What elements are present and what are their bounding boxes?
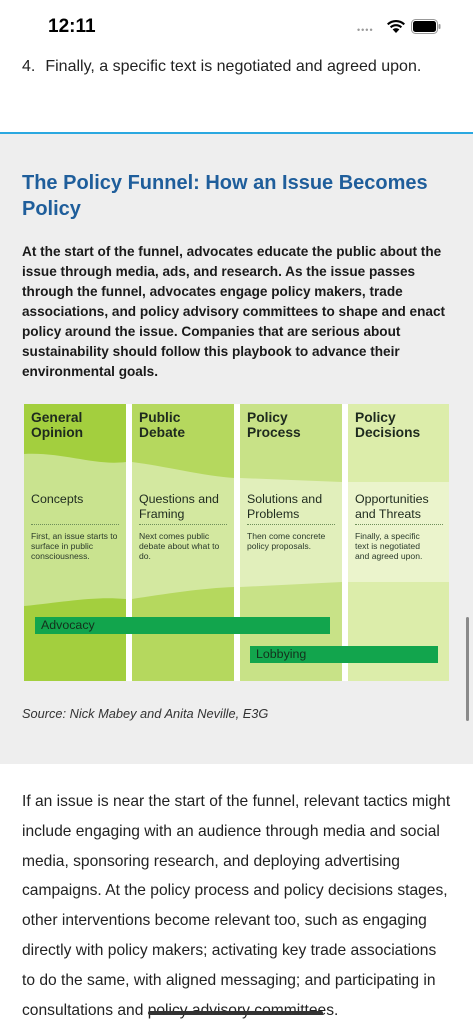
column-subheading: Questions and Framing [139,492,219,521]
funnel-column-policy-decisions: Policy Decisions Opportunities and Threa… [348,404,450,681]
funnel-column-policy-process: Policy Process Solutions and Problems Th… [240,404,342,681]
column-heading: Policy Decisions [355,410,421,440]
cellular-signal-icon: •••• [357,25,374,35]
source-caption: Source: Nick Mabey and Anita Neville, E3… [22,706,269,721]
policy-funnel-callout: The Policy Funnel: How an Issue Becomes … [0,134,473,764]
advocacy-label: Advocacy [41,618,95,632]
status-bar: 12:11 •••• [0,0,473,52]
body-paragraph: If an issue is near the start of the fun… [22,793,451,1019]
policy-funnel-diagram: General Opinion Concepts First, an issue… [24,404,449,681]
column-heading: Public Debate [139,410,186,440]
advocacy-bar: Advocacy [35,617,330,634]
column-divider [139,524,227,525]
column-description: Next comes public debate about what to d… [139,531,220,561]
list-item-number: 4. [22,58,36,75]
column-heading: Policy Process [247,410,301,440]
column-description: Finally, a specific text is negotiated a… [355,531,423,561]
status-time: 12:11 [48,16,96,37]
lobbying-label: Lobbying [256,647,307,661]
column-heading: General Opinion [31,410,84,440]
column-subheading: Solutions and Problems [247,492,323,521]
column-description: First, an issue starts to surface in pub… [31,531,118,561]
list-item-text: Finally, a specific text is negotiated a… [45,58,422,75]
column-divider [355,524,443,525]
funnel-column-public-debate: Public Debate Questions and Framing Next… [132,404,234,681]
page-scrubber[interactable] [148,1011,323,1015]
funnel-column-general-opinion: General Opinion Concepts First, an issue… [24,404,126,681]
column-subheading: Concepts [31,492,84,506]
callout-top-rule [0,132,473,134]
column-subheading: Opportunities and Threats [355,492,429,521]
wifi-icon [387,19,405,33]
callout-body: At the start of the funnel, advocates ed… [22,244,446,379]
callout-title: The Policy Funnel: How an Issue Becomes … [22,172,428,220]
battery-icon [411,19,441,34]
column-divider [31,524,119,525]
lobbying-bar: Lobbying [250,646,438,663]
funnel-background [24,404,449,681]
list-item: 4. Finally, a specific text is negotiated… [22,58,421,76]
column-divider [247,524,335,525]
column-description: Then come concrete policy proposals. [247,531,326,551]
scrollbar-thumb[interactable] [466,617,469,721]
